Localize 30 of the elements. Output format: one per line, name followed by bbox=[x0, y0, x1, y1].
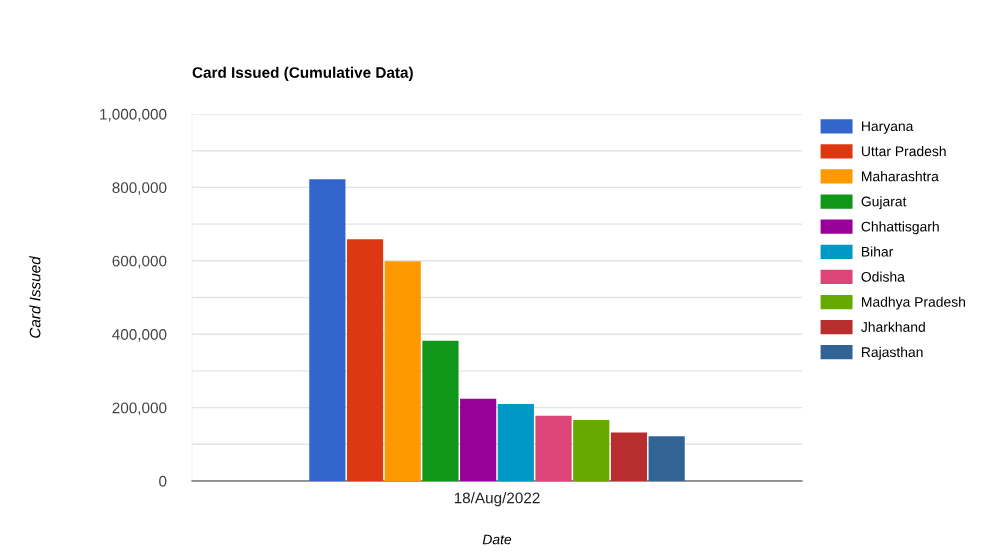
bar bbox=[497, 403, 534, 481]
bar bbox=[535, 415, 572, 481]
y-axis-title: Card Issued bbox=[29, 255, 41, 338]
legend-label: Odisha bbox=[861, 271, 905, 282]
y-tick-label: 600,000 bbox=[112, 255, 167, 269]
chart-title: Card Issued (Cumulative Data) bbox=[192, 66, 413, 81]
y-tick-label: 0 bbox=[159, 475, 167, 487]
legend-label: Madhya Pradesh bbox=[862, 296, 965, 310]
bar bbox=[460, 398, 497, 481]
bar bbox=[384, 261, 421, 481]
y-tick-label: 200,000 bbox=[112, 402, 167, 416]
legend-label: Uttar Pradesh bbox=[861, 146, 946, 157]
bar bbox=[309, 179, 346, 481]
x-tick-label: 18/Aug/2022 bbox=[454, 492, 540, 507]
legend-label: Maharashtra bbox=[862, 171, 939, 182]
bar bbox=[573, 420, 610, 481]
y-tick-label: 800,000 bbox=[112, 182, 167, 195]
bar bbox=[346, 239, 384, 481]
x-axis-title: Date bbox=[482, 534, 512, 545]
bar bbox=[422, 340, 459, 481]
legend-label: Gujarat bbox=[861, 196, 907, 210]
legend-label: Jharkhand bbox=[861, 321, 925, 332]
y-tick-label: 1,000,000 bbox=[100, 108, 167, 122]
legend-label: Rajasthan bbox=[862, 346, 923, 360]
bar bbox=[610, 432, 648, 481]
legend-label: Chhattisgarh bbox=[861, 221, 939, 235]
y-tick-label: 400,000 bbox=[112, 329, 167, 342]
legend-label: Haryana bbox=[862, 121, 914, 134]
bar bbox=[648, 436, 685, 481]
legend-label: Bihar bbox=[862, 246, 894, 257]
